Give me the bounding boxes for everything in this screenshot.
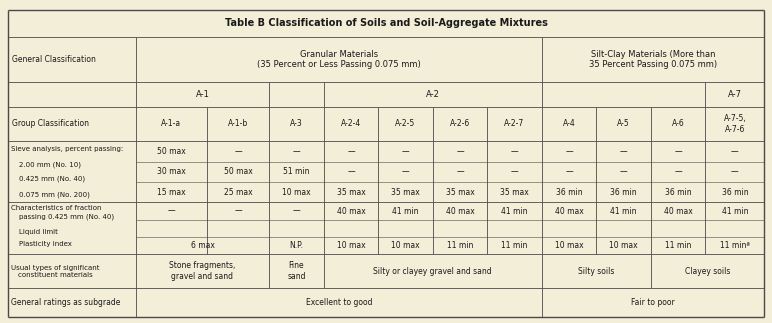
Text: Plasticity index: Plasticity index	[19, 242, 71, 247]
Text: 0.425 mm (No. 40): 0.425 mm (No. 40)	[19, 176, 85, 182]
Text: A-7: A-7	[728, 90, 742, 99]
Text: Stone fragments,
gravel and sand: Stone fragments, gravel and sand	[169, 261, 235, 281]
Text: 36 min: 36 min	[665, 188, 692, 197]
Text: —: —	[674, 167, 682, 176]
Text: 15 max: 15 max	[157, 188, 185, 197]
Text: 40 max: 40 max	[664, 206, 692, 215]
Text: A-4: A-4	[563, 120, 575, 129]
Text: 40 max: 40 max	[555, 206, 584, 215]
Text: —: —	[565, 147, 573, 156]
Text: Group Classification: Group Classification	[12, 120, 89, 129]
Text: 35 max: 35 max	[445, 188, 474, 197]
Text: 6 max: 6 max	[191, 241, 215, 250]
Text: —: —	[347, 147, 355, 156]
Text: —: —	[456, 147, 464, 156]
Text: —: —	[168, 206, 175, 215]
Text: —: —	[293, 206, 300, 215]
Text: 35 max: 35 max	[337, 188, 365, 197]
Text: Characteristics of fraction: Characteristics of fraction	[11, 204, 101, 211]
Text: Silty or clayey gravel and sand: Silty or clayey gravel and sand	[374, 266, 492, 276]
Text: 10 max: 10 max	[609, 241, 638, 250]
Text: 36 min: 36 min	[722, 188, 748, 197]
Text: Usual types of significant
constituent materials: Usual types of significant constituent m…	[11, 265, 100, 277]
Text: Liquid limit: Liquid limit	[19, 229, 57, 235]
Text: —: —	[234, 206, 242, 215]
Text: 36 min: 36 min	[556, 188, 582, 197]
Text: A-2-6: A-2-6	[450, 120, 470, 129]
Text: A-2-7: A-2-7	[504, 120, 525, 129]
Text: 51 min: 51 min	[283, 167, 310, 176]
Text: Granular Materials
(35 Percent or Less Passing 0.075 mm): Granular Materials (35 Percent or Less P…	[257, 50, 421, 69]
Text: —: —	[401, 167, 409, 176]
Text: A-1-a: A-1-a	[161, 120, 181, 129]
Text: 35 max: 35 max	[500, 188, 529, 197]
Text: —: —	[731, 147, 739, 156]
Text: 41 min: 41 min	[722, 206, 748, 215]
Text: 50 max: 50 max	[224, 167, 252, 176]
Text: 11 min: 11 min	[501, 241, 528, 250]
Text: Fine
sand: Fine sand	[287, 261, 306, 281]
Text: 40 max: 40 max	[445, 206, 474, 215]
Text: 50 max: 50 max	[157, 147, 186, 156]
Text: 10 max: 10 max	[282, 188, 310, 197]
Text: A-1-b: A-1-b	[228, 120, 248, 129]
Text: passing 0.425 mm (No. 40): passing 0.425 mm (No. 40)	[19, 213, 113, 220]
Text: A-1: A-1	[195, 90, 209, 99]
Text: Clayey soils: Clayey soils	[685, 266, 730, 276]
Text: —: —	[511, 147, 518, 156]
Text: 41 min: 41 min	[611, 206, 637, 215]
Text: 11 min: 11 min	[665, 241, 692, 250]
Text: Sieve analysis, percent passing:: Sieve analysis, percent passing:	[11, 146, 123, 152]
Text: —: —	[347, 167, 355, 176]
Text: 40 max: 40 max	[337, 206, 365, 215]
Text: A-6: A-6	[672, 120, 685, 129]
Text: 10 max: 10 max	[337, 241, 365, 250]
Text: 25 max: 25 max	[224, 188, 252, 197]
Text: A-2-4: A-2-4	[340, 120, 361, 129]
Text: A-2: A-2	[426, 90, 440, 99]
Text: —: —	[731, 167, 739, 176]
Text: 2.00 mm (No. 10): 2.00 mm (No. 10)	[19, 161, 80, 168]
Text: —: —	[293, 147, 300, 156]
Text: —: —	[511, 167, 518, 176]
Text: —: —	[620, 147, 628, 156]
Text: —: —	[620, 167, 628, 176]
Text: Table B Classification of Soils and Soil-Aggregate Mixtures: Table B Classification of Soils and Soil…	[225, 18, 547, 28]
Text: Silt-Clay Materials (More than
35 Percent Passing 0.075 mm): Silt-Clay Materials (More than 35 Percen…	[589, 50, 717, 69]
Text: 11 minª: 11 minª	[720, 241, 750, 250]
Text: Fair to poor: Fair to poor	[631, 298, 675, 307]
Text: Silty soils: Silty soils	[578, 266, 615, 276]
Text: A-7-5,
A-7-6: A-7-5, A-7-6	[723, 114, 747, 134]
Text: 10 max: 10 max	[555, 241, 584, 250]
Text: 11 min: 11 min	[447, 241, 473, 250]
Text: 30 max: 30 max	[157, 167, 186, 176]
Text: General ratings as subgrade: General ratings as subgrade	[11, 298, 120, 307]
Text: —: —	[456, 167, 464, 176]
Text: 41 min: 41 min	[501, 206, 528, 215]
Text: —: —	[674, 147, 682, 156]
Text: N.P.: N.P.	[290, 241, 303, 250]
Text: —: —	[234, 147, 242, 156]
Text: A-3: A-3	[290, 120, 303, 129]
Text: 35 max: 35 max	[391, 188, 420, 197]
Text: General Classification: General Classification	[12, 55, 96, 64]
Text: 36 min: 36 min	[611, 188, 637, 197]
Text: —: —	[401, 147, 409, 156]
Text: Excellent to good: Excellent to good	[306, 298, 372, 307]
Text: 10 max: 10 max	[391, 241, 420, 250]
Text: 41 min: 41 min	[392, 206, 418, 215]
Text: A-5: A-5	[618, 120, 630, 129]
Text: A-2-5: A-2-5	[395, 120, 415, 129]
Text: —: —	[565, 167, 573, 176]
Text: 0.075 mm (No. 200): 0.075 mm (No. 200)	[19, 191, 90, 198]
